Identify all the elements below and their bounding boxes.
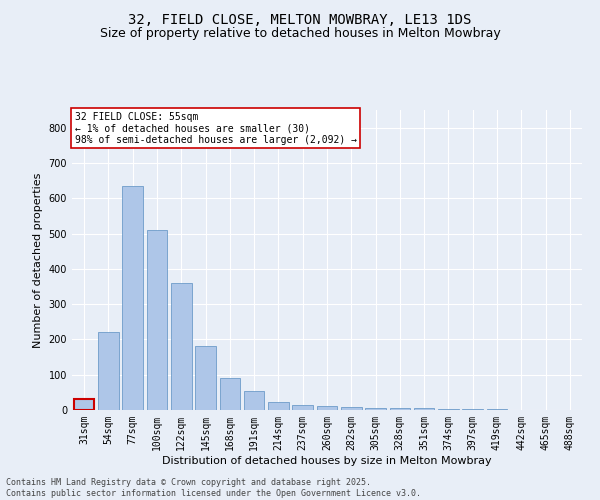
X-axis label: Distribution of detached houses by size in Melton Mowbray: Distribution of detached houses by size … (162, 456, 492, 466)
Bar (122, 186, 143, 410)
Text: Contains HM Land Registry data © Crown copyright and database right 2025.
Contai: Contains HM Land Registry data © Crown c… (6, 478, 421, 498)
Bar (268, 402, 289, 410)
Bar (414, 408, 434, 410)
Bar (171, 283, 191, 410)
Text: 32, FIELD CLOSE, MELTON MOWBRAY, LE13 1DS: 32, FIELD CLOSE, MELTON MOWBRAY, LE13 1D… (128, 12, 472, 26)
Bar (195, 346, 216, 410)
Y-axis label: Number of detached properties: Number of detached properties (33, 172, 43, 348)
Bar (317, 406, 337, 410)
Bar (389, 408, 410, 410)
Text: 32 FIELD CLOSE: 55sqm
← 1% of detached houses are smaller (30)
98% of semi-detac: 32 FIELD CLOSE: 55sqm ← 1% of detached h… (74, 112, 356, 144)
Bar (438, 408, 459, 410)
Bar (292, 404, 313, 410)
Bar (244, 390, 265, 410)
Bar (220, 378, 240, 410)
Bar (98, 332, 119, 410)
Text: Size of property relative to detached houses in Melton Mowbray: Size of property relative to detached ho… (100, 28, 500, 40)
Bar (146, 230, 167, 410)
Bar (74, 400, 94, 410)
Bar (341, 407, 362, 410)
Bar (365, 408, 386, 410)
